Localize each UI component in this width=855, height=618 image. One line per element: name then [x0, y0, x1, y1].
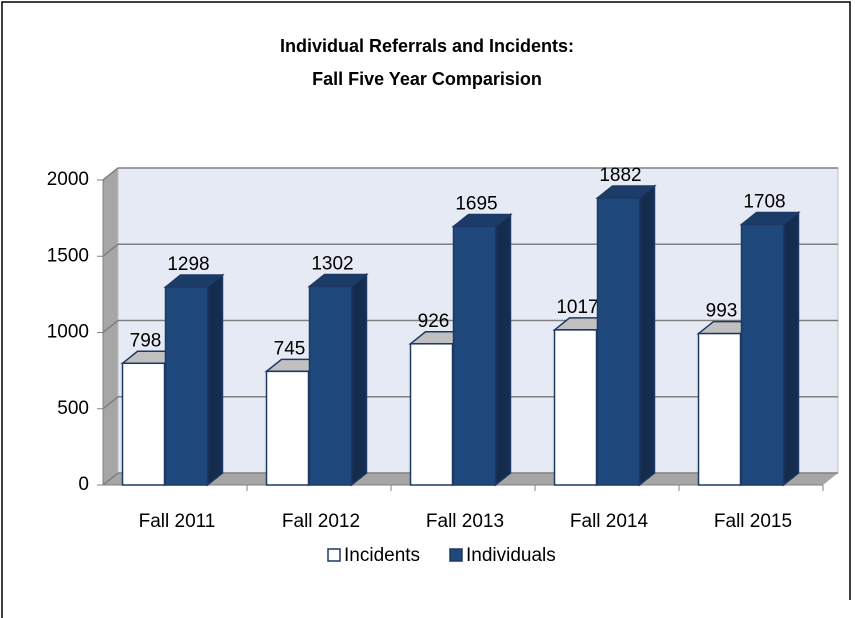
- bar-face: [350, 272, 368, 487]
- x-tick-label: Fall 2015: [714, 511, 792, 532]
- data-label: 993: [706, 301, 738, 322]
- data-label: 1882: [599, 165, 641, 186]
- data-label: 1695: [455, 194, 497, 215]
- bar-face: [121, 362, 166, 486]
- chart-title: Individual Referrals and Incidents:: [280, 36, 574, 56]
- bar-face: [308, 285, 353, 486]
- bar-face: [494, 212, 512, 487]
- data-label: 1708: [743, 192, 785, 213]
- x-tick-label: Fall 2014: [570, 511, 649, 532]
- bar-face: [265, 370, 310, 486]
- bar: [451, 212, 513, 487]
- y-tick-label: 0: [78, 474, 89, 495]
- grid-line: [102, 396, 119, 410]
- bar-face: [697, 332, 742, 486]
- data-label: 1298: [167, 254, 209, 275]
- x-tick-label: Fall 2011: [139, 511, 216, 532]
- x-tick-label: Fall 2012: [282, 511, 360, 532]
- data-label: 745: [274, 338, 306, 359]
- x-tick-label: Fall 2013: [426, 511, 504, 532]
- y-tick-label: 1500: [47, 245, 89, 266]
- bar-face: [164, 286, 209, 486]
- bar-face: [596, 197, 641, 486]
- data-label: 926: [418, 311, 450, 332]
- bar-face: [782, 210, 800, 487]
- grid-line: [102, 167, 119, 181]
- data-label: 1302: [311, 253, 353, 274]
- bar-face: [206, 273, 224, 487]
- bar-face: [409, 343, 454, 486]
- legend-label: Individuals: [466, 545, 556, 566]
- grid-line: [102, 243, 119, 257]
- data-label: 798: [130, 330, 162, 351]
- y-tick-label: 1000: [47, 322, 89, 343]
- grid-line: [102, 319, 119, 334]
- bar: [307, 272, 369, 487]
- y-tick-label: 500: [57, 398, 89, 419]
- bar-face: [638, 184, 656, 487]
- bar: [595, 184, 657, 487]
- y-tick-label: 2000: [47, 169, 89, 190]
- bar-face: [553, 329, 598, 486]
- chart-title: Fall Five Year Comparision: [312, 69, 542, 89]
- bar-face: [740, 223, 785, 486]
- data-label: 1017: [556, 297, 598, 318]
- bar: [163, 273, 225, 487]
- grid-line: [102, 472, 119, 486]
- bar-face: [452, 225, 497, 486]
- legend-swatch: [449, 548, 463, 562]
- legend-label: Incidents: [344, 545, 420, 566]
- legend-swatch: [327, 548, 341, 562]
- bar: [739, 210, 801, 487]
